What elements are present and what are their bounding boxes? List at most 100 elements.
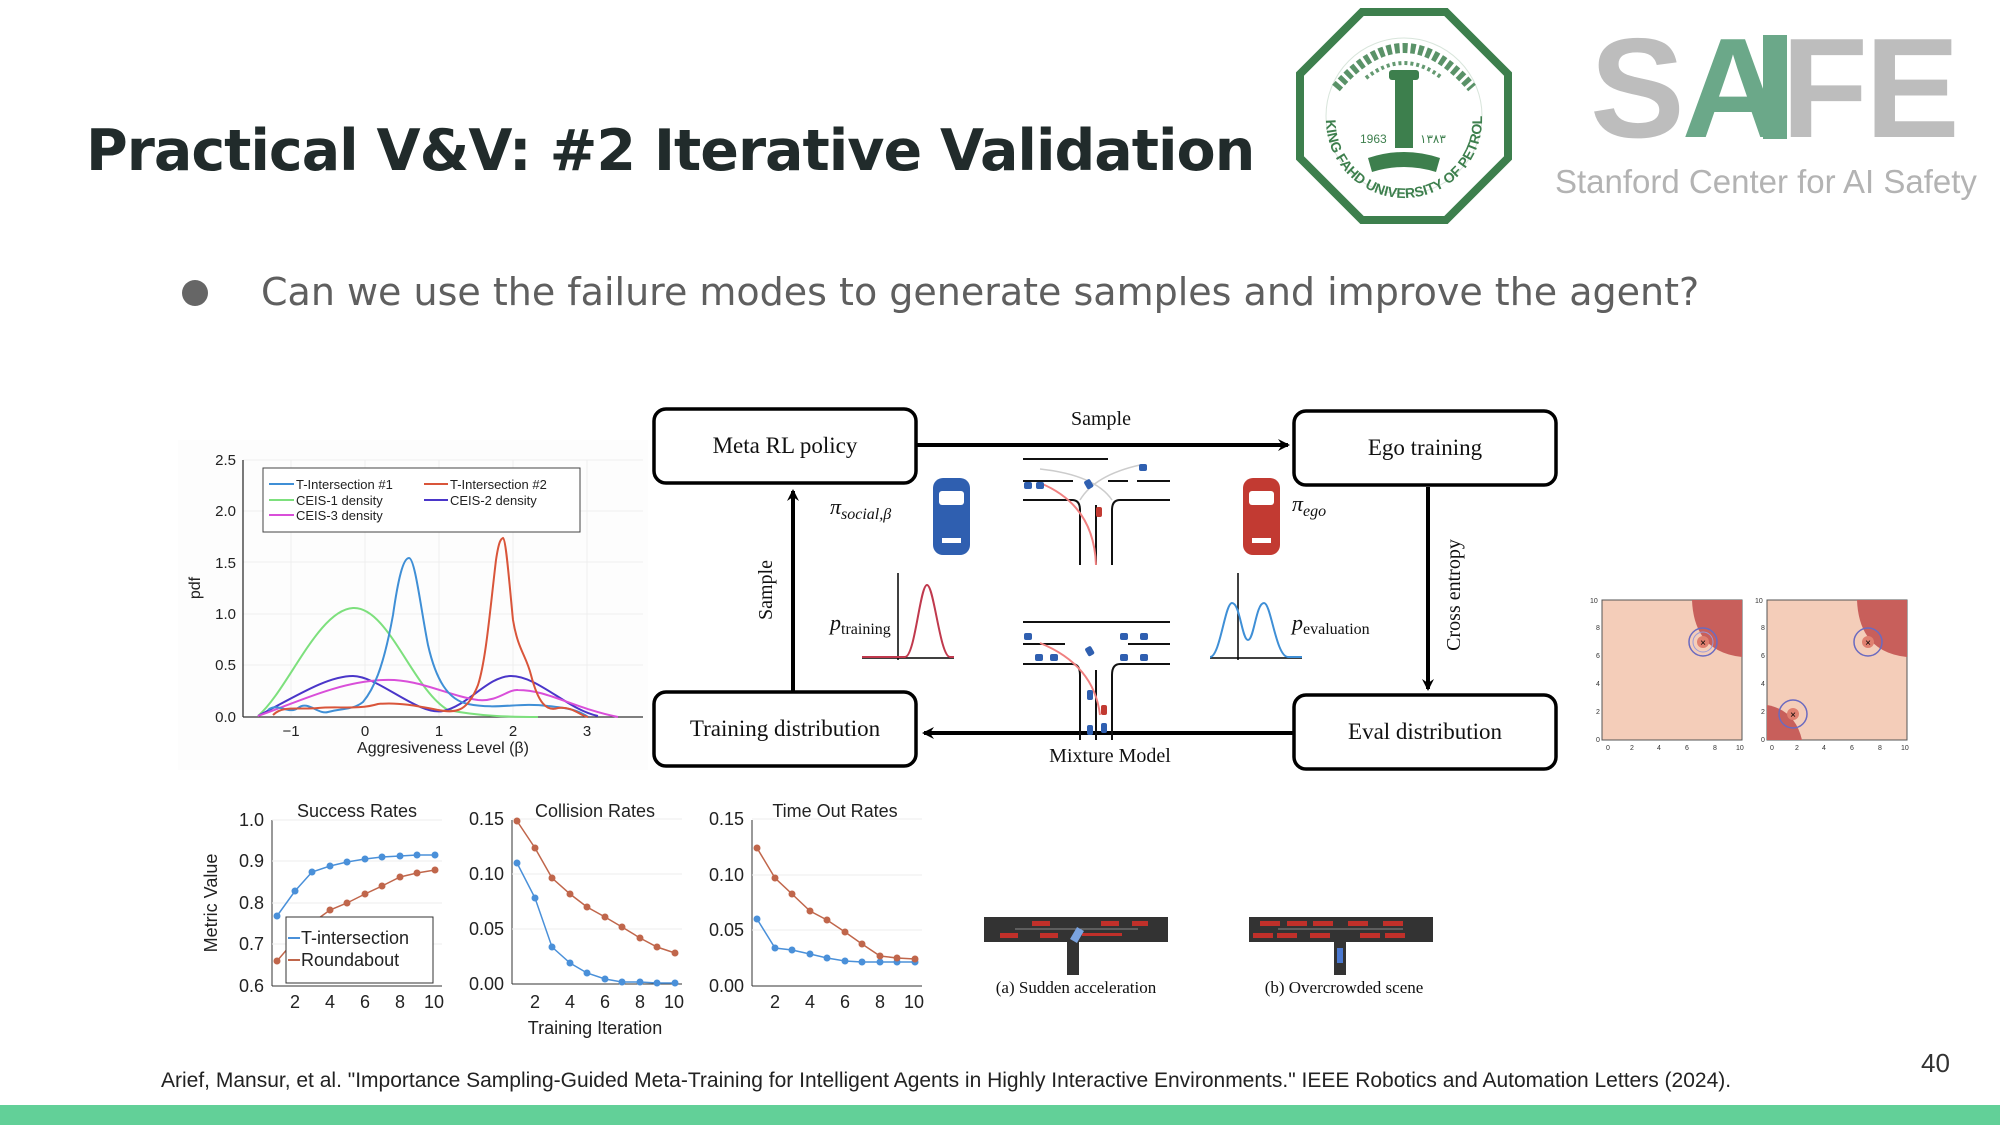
svg-text:T-Intersection #2: T-Intersection #2 (450, 477, 547, 492)
svg-text:0: 0 (1761, 737, 1765, 744)
p-training-plot (862, 573, 954, 660)
failure-scenarios: (a) Sudden acceleration (b) Overcrowded … (984, 917, 1433, 997)
svg-text:Ego training: Ego training (1368, 435, 1483, 460)
svg-text:ptraining: ptraining (828, 610, 891, 638)
svg-text:6: 6 (1761, 653, 1765, 660)
svg-text:×: × (1790, 710, 1796, 721)
svg-text:2: 2 (1630, 745, 1634, 752)
svg-text:×: × (1700, 638, 1706, 649)
intersection-scene-bottom (1023, 621, 1170, 740)
svg-text:6: 6 (600, 992, 610, 1012)
svg-text:0: 0 (1606, 745, 1610, 752)
svg-text:1.0: 1.0 (239, 810, 264, 830)
svg-text:Sample: Sample (1071, 408, 1131, 430)
svg-text:0.9: 0.9 (239, 851, 264, 871)
svg-text:pevaluation: pevaluation (1290, 610, 1370, 638)
p-evaluation-plot (1209, 573, 1302, 660)
svg-text:2: 2 (770, 992, 780, 1012)
svg-text:Time Out Rates: Time Out Rates (772, 801, 897, 821)
meta-training-diagram: Meta RL policy Ego training Training dis… (652, 407, 1558, 771)
svg-text:Training Iteration: Training Iteration (528, 1018, 662, 1038)
bullet-text: Can we use the failure modes to generate… (261, 270, 1700, 314)
svg-text:2.5: 2.5 (215, 452, 236, 469)
svg-text:8: 8 (635, 992, 645, 1012)
svg-text:0.8: 0.8 (239, 893, 264, 913)
svg-text:0.00: 0.00 (469, 974, 504, 994)
svg-text:0.00: 0.00 (709, 976, 744, 996)
svg-text:2: 2 (1596, 709, 1600, 716)
svg-text:4: 4 (325, 992, 335, 1012)
svg-text:Aggresiveness Level (β): Aggresiveness Level (β) (357, 740, 529, 757)
scenario-overcrowded: (b) Overcrowded scene (1249, 917, 1433, 997)
ego-car-icon (1243, 478, 1280, 555)
svg-text:8: 8 (395, 992, 405, 1012)
svg-text:2: 2 (509, 723, 517, 740)
heatmap-panel-2: × × 0 2 4 6 8 10 0 2 4 6 8 10 (1755, 598, 1909, 752)
svg-text:1: 1 (435, 723, 443, 740)
svg-text:Success Rates: Success Rates (297, 801, 417, 821)
safe-logo: SAFE (1590, 9, 1960, 168)
box-eval-distribution (1292, 693, 1558, 771)
svg-text:1963: 1963 (1360, 132, 1387, 146)
svg-text:8: 8 (1878, 745, 1882, 752)
svg-text:6: 6 (1850, 745, 1854, 752)
svg-text:0.10: 0.10 (709, 865, 744, 885)
box-ego-training (1292, 409, 1558, 487)
svg-text:Cross entropy: Cross entropy (1443, 539, 1465, 651)
svg-text:Sample: Sample (755, 560, 777, 620)
svg-text:×: × (1865, 638, 1871, 649)
rates-charts: Success Rates 1.0 0.9 0.8 0.7 0.6 2 4 6 8 10 Met… (201, 801, 924, 1038)
svg-text:(b) Overcrowded scene: (b) Overcrowded scene (1265, 978, 1424, 997)
svg-text:10: 10 (1901, 745, 1909, 752)
svg-text:10: 10 (1755, 598, 1763, 605)
svg-text:6: 6 (1596, 653, 1600, 660)
svg-text:10: 10 (1736, 745, 1744, 752)
box-meta-rl-policy (652, 407, 918, 485)
svg-text:4: 4 (805, 992, 815, 1012)
svg-text:10: 10 (424, 992, 444, 1012)
citation: Arief, Mansur, et al. "Importance Sampli… (161, 1069, 1732, 1092)
svg-text:0.05: 0.05 (709, 920, 744, 940)
svg-text:CEIS-2 density: CEIS-2 density (450, 493, 537, 508)
svg-text:πego: πego (1292, 491, 1326, 520)
svg-text:Collision Rates: Collision Rates (535, 801, 655, 821)
svg-text:CEIS-1 density: CEIS-1 density (296, 493, 383, 508)
heatmap-panel-1: × 0 2 4 6 8 10 0 2 4 6 8 10 (1590, 598, 1744, 752)
svg-text:0.05: 0.05 (469, 919, 504, 939)
svg-text:2: 2 (290, 992, 300, 1012)
svg-text:4: 4 (1761, 681, 1765, 688)
svg-text:0.0: 0.0 (215, 709, 236, 726)
svg-text:2: 2 (1761, 709, 1765, 716)
svg-text:6: 6 (1685, 745, 1689, 752)
svg-text:(a) Sudden acceleration: (a) Sudden acceleration (996, 978, 1157, 997)
svg-text:0: 0 (361, 723, 369, 740)
svg-text:Eval distribution: Eval distribution (1348, 719, 1502, 744)
svg-text:4: 4 (1657, 745, 1661, 752)
timeout-rates-chart: Time Out Rates 0.15 0.10 0.05 0.00 2 4 6 8 10 (709, 801, 924, 1012)
svg-text:4: 4 (1596, 681, 1600, 688)
svg-text:Mixture Model: Mixture Model (1049, 745, 1171, 767)
svg-text:4: 4 (1822, 745, 1826, 752)
svg-text:Meta RL policy: Meta RL policy (713, 433, 858, 458)
svg-text:0: 0 (1596, 737, 1600, 744)
social-car-icon (933, 478, 970, 555)
kfupm-logo: 1963 ١٣٨٣ KING FAHD UNIVERSITY OF PETROL… (1296, 8, 1512, 224)
svg-text:0.7: 0.7 (239, 934, 264, 954)
success-rates-chart: Success Rates 1.0 0.9 0.8 0.7 0.6 2 4 6 8 10 Met… (201, 801, 444, 1012)
svg-text:8: 8 (1713, 745, 1717, 752)
svg-text:T-Intersection #1: T-Intersection #1 (296, 477, 393, 492)
svg-text:6: 6 (360, 992, 370, 1012)
svg-text:Training distribution: Training distribution (690, 716, 881, 741)
svg-text:0.5: 0.5 (215, 657, 236, 674)
svg-text:pdf: pdf (187, 576, 204, 599)
box-training-distribution (652, 690, 918, 768)
svg-text:6: 6 (840, 992, 850, 1012)
svg-text:0.6: 0.6 (239, 976, 264, 996)
svg-text:3: 3 (583, 723, 591, 740)
svg-text:2: 2 (1795, 745, 1799, 752)
scenario-sudden-acceleration: (a) Sudden acceleration (984, 917, 1168, 997)
svg-text:4: 4 (565, 992, 575, 1012)
safe-subtitle: Stanford Center for AI Safety (1555, 163, 1977, 200)
bottom-accent-band (0, 1105, 2000, 1125)
svg-text:2.0: 2.0 (215, 503, 236, 520)
